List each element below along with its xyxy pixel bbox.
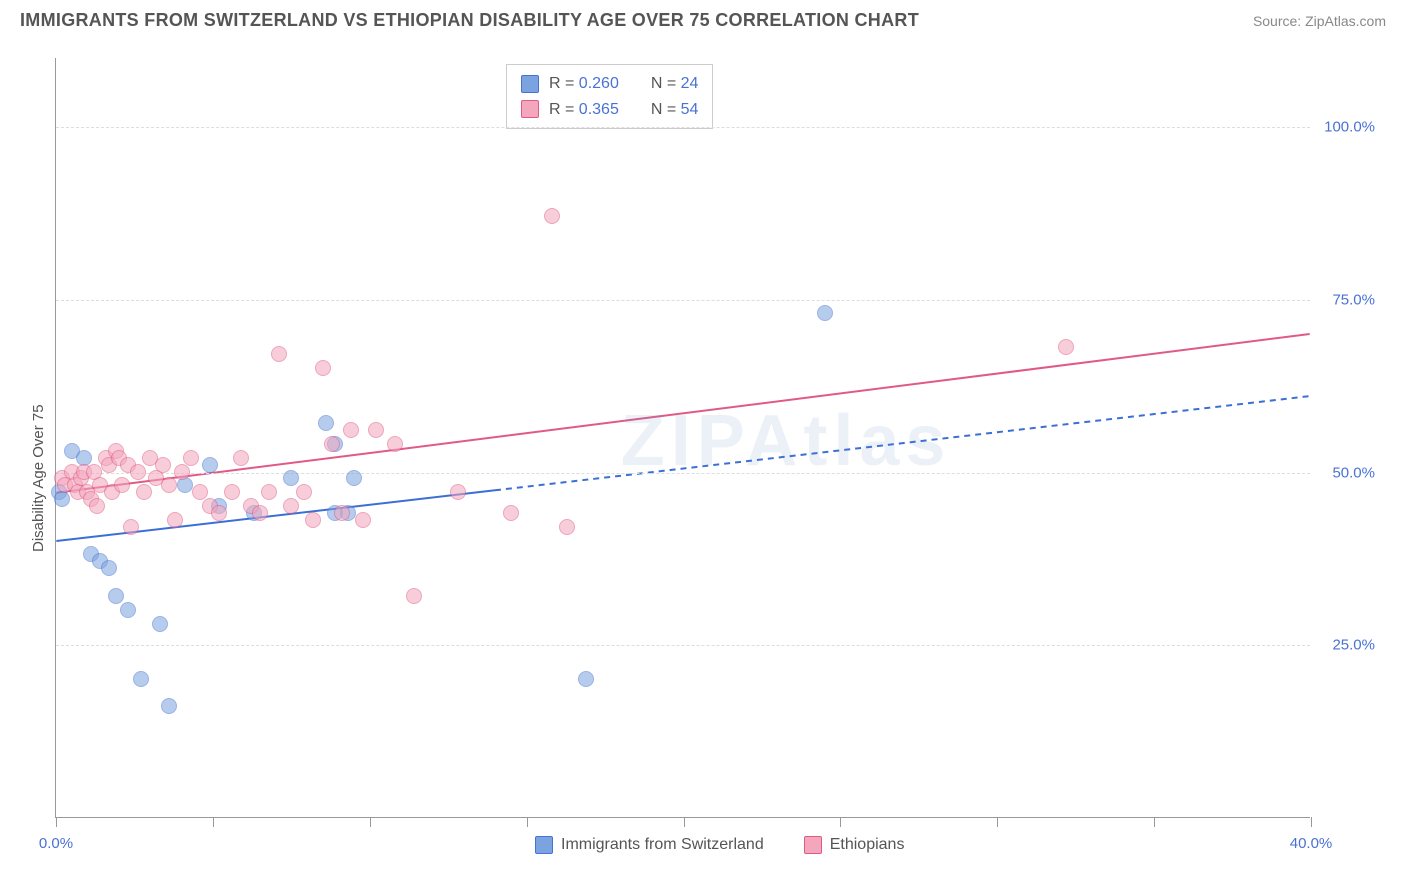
data-point <box>1058 339 1074 355</box>
data-point <box>101 560 117 576</box>
data-point <box>271 346 287 362</box>
data-point <box>305 512 321 528</box>
x-tick-label: 40.0% <box>1290 835 1333 852</box>
data-point <box>155 457 171 473</box>
data-point <box>252 505 268 521</box>
x-tick <box>840 817 841 827</box>
legend-correlation-row: R = 0.260 N = 24 <box>521 71 698 97</box>
data-point <box>503 505 519 521</box>
data-point <box>233 450 249 466</box>
data-point <box>211 505 227 521</box>
legend-series-item: Immigrants from Switzerland <box>535 836 764 854</box>
data-point <box>296 484 312 500</box>
source-name: ZipAtlas.com <box>1305 13 1386 29</box>
y-tick-label: 25.0% <box>1315 637 1375 654</box>
legend-correlation: R = 0.260 N = 24 R = 0.365 N = 54 <box>506 64 713 129</box>
data-point <box>133 671 149 687</box>
legend-swatch <box>804 836 822 854</box>
data-point <box>346 470 362 486</box>
x-tick <box>684 817 685 827</box>
data-point <box>108 588 124 604</box>
x-tick <box>56 817 57 827</box>
x-tick <box>997 817 998 827</box>
y-tick-label: 100.0% <box>1315 119 1375 136</box>
legend-n: N = 54 <box>651 97 699 123</box>
source-prefix: Source: <box>1253 13 1305 29</box>
legend-r: R = 0.365 <box>549 97 619 123</box>
legend-swatch <box>521 100 539 118</box>
data-point <box>315 360 331 376</box>
gridline-h <box>56 300 1310 301</box>
x-tick <box>1154 817 1155 827</box>
y-tick-label: 75.0% <box>1315 291 1375 308</box>
legend-swatch <box>521 75 539 93</box>
x-tick-label: 0.0% <box>39 835 73 852</box>
title-row: IMMIGRANTS FROM SWITZERLAND VS ETHIOPIAN… <box>10 10 1396 36</box>
x-tick <box>527 817 528 827</box>
data-point <box>130 464 146 480</box>
legend-series-label: Ethiopians <box>830 836 905 854</box>
data-point <box>152 616 168 632</box>
gridline-h <box>56 473 1310 474</box>
data-point <box>224 484 240 500</box>
data-point <box>283 498 299 514</box>
y-tick-label: 50.0% <box>1315 464 1375 481</box>
x-tick <box>1311 817 1312 827</box>
data-point <box>261 484 277 500</box>
plot-area: ZIPAtlas R = 0.260N = 24R = 0.365N = 54 … <box>55 58 1310 818</box>
data-point <box>578 671 594 687</box>
data-point <box>450 484 466 500</box>
data-point <box>177 477 193 493</box>
trend-line-solid <box>56 490 495 541</box>
data-point <box>283 470 299 486</box>
data-point <box>544 208 560 224</box>
chart-title: IMMIGRANTS FROM SWITZERLAND VS ETHIOPIAN… <box>20 10 919 31</box>
gridline-h <box>56 127 1310 128</box>
data-point <box>161 698 177 714</box>
trend-line-dashed <box>495 396 1310 490</box>
legend-series-item: Ethiopians <box>804 836 905 854</box>
data-point <box>202 457 218 473</box>
data-point <box>89 498 105 514</box>
data-point <box>559 519 575 535</box>
data-point <box>161 477 177 493</box>
legend-series: Immigrants from Switzerland Ethiopians <box>535 836 904 854</box>
x-tick <box>213 817 214 827</box>
data-point <box>817 305 833 321</box>
data-point <box>167 512 183 528</box>
data-point <box>114 477 130 493</box>
data-point <box>387 436 403 452</box>
legend-r: R = 0.260 <box>549 71 619 97</box>
chart-container: IMMIGRANTS FROM SWITZERLAND VS ETHIOPIAN… <box>10 10 1396 882</box>
source-label: Source: ZipAtlas.com <box>1253 13 1386 29</box>
data-point <box>343 422 359 438</box>
data-point <box>324 436 340 452</box>
data-point <box>334 505 350 521</box>
x-tick <box>370 817 371 827</box>
data-point <box>54 491 70 507</box>
legend-series-label: Immigrants from Switzerland <box>561 836 764 854</box>
legend-swatch <box>535 836 553 854</box>
data-point <box>120 602 136 618</box>
data-point <box>123 519 139 535</box>
legend-correlation-row: R = 0.365 N = 54 <box>521 97 698 123</box>
data-point <box>368 422 384 438</box>
y-axis-label: Disability Age Over 75 <box>30 404 47 552</box>
legend-n: N = 24 <box>651 71 699 97</box>
gridline-h <box>56 645 1310 646</box>
data-point <box>136 484 152 500</box>
data-point <box>183 450 199 466</box>
data-point <box>318 415 334 431</box>
data-point <box>174 464 190 480</box>
data-point <box>355 512 371 528</box>
data-point <box>406 588 422 604</box>
trend-lines <box>56 58 1310 817</box>
